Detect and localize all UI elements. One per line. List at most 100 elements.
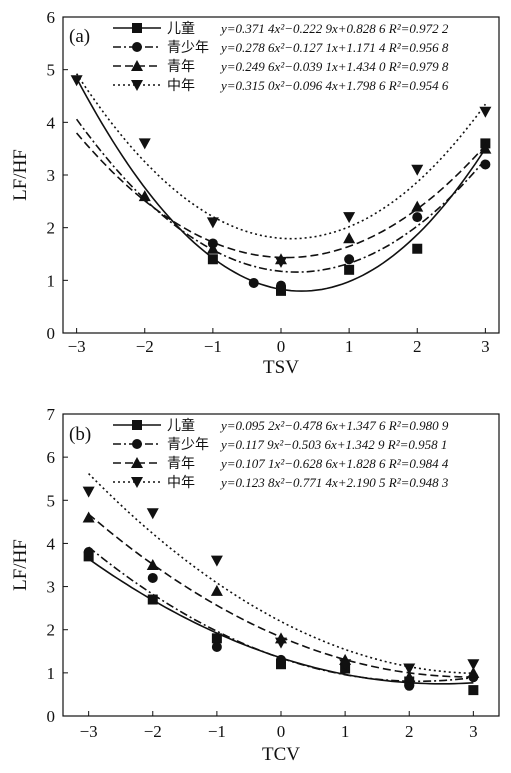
y-tick-label: 4 (47, 113, 56, 132)
y-tick-label: 0 (47, 324, 56, 343)
x-tick-label: 1 (341, 722, 350, 741)
y-tick-label: 6 (47, 448, 56, 467)
data-point-triangle-down (467, 659, 480, 671)
legend-series-name: 中年 (167, 475, 195, 491)
legend-marker-square (132, 23, 142, 33)
y-tick-label: 0 (47, 707, 56, 726)
data-point-triangle-up (138, 190, 151, 202)
data-point-circle (276, 280, 286, 291)
x-tick-label: 1 (345, 337, 354, 356)
legend-marker-triangle-up (131, 60, 143, 71)
data-point-triangle-down (411, 164, 424, 176)
data-point-square (276, 285, 286, 296)
y-tick-label: 6 (47, 8, 56, 27)
x-tick-label: 0 (277, 337, 286, 356)
x-axis-label: TSV (263, 357, 299, 378)
data-point-triangle-down (146, 508, 159, 520)
legend-series-name: 青年 (167, 59, 195, 75)
x-axis-label: TCV (262, 744, 300, 765)
legend-equation: y=0.123 8x²−0.771 4x+2.190 5 R²=0.948 3 (219, 475, 449, 490)
legend-marker-circle (132, 439, 142, 449)
legend-marker-circle (132, 42, 142, 52)
legend-equation: y=0.107 1x²−0.628 6x+1.828 6 R²=0.984 4 (219, 456, 449, 471)
fit-curve-2 (75, 118, 487, 273)
data-point-square (147, 594, 158, 605)
y-tick-label: 5 (47, 491, 56, 510)
legend-equation: y=0.278 6x²−0.127 1x+1.171 4 R²=0.956 8 (219, 40, 449, 55)
data-point-square (412, 243, 423, 254)
data-point-triangle-up (82, 511, 95, 523)
y-tick-label: 3 (47, 578, 56, 597)
legend-equation: y=0.371 4x²−0.222 9x+0.828 6 R²=0.972 2 (219, 21, 449, 36)
data-point-triangle-down (479, 106, 492, 118)
data-point-square (468, 685, 479, 696)
data-point-triangle-down (275, 637, 287, 649)
data-point-triangle-up (343, 232, 356, 244)
y-tick-label: 4 (47, 534, 56, 553)
x-tick-label: −1 (204, 337, 222, 356)
x-tick-label: 2 (413, 337, 422, 356)
legend-series-name: 儿童 (167, 417, 195, 434)
data-point-square (207, 254, 218, 265)
data-point-triangle-down (275, 256, 287, 268)
data-point-triangle-down (403, 663, 416, 675)
data-point-triangle-up (403, 671, 416, 683)
data-point-triangle-up (206, 242, 219, 254)
legend-marker-triangle-down (131, 80, 143, 91)
chart-panel-a: −3 −2 −1 0 1 2 3 0 1 2 3 4 5 6 TSV LF/HF (a) 儿童 y=0.371 4x… (10, 8, 500, 378)
y-tick-label: 3 (47, 166, 56, 185)
legend-series-name: 中年 (167, 78, 195, 94)
data-point-triangle-up (411, 200, 424, 212)
x-tick-label: 2 (405, 722, 414, 741)
data-point-circle (480, 159, 491, 170)
y-axis-label: LF/HF (10, 539, 31, 591)
x-tick-label: −1 (208, 722, 226, 741)
data-point-triangle-down (339, 659, 352, 671)
data-point-square (211, 633, 222, 644)
legend-marker-triangle-up (131, 457, 143, 468)
data-point-circle (404, 680, 415, 691)
legend-series-name: 青年 (167, 456, 195, 472)
x-tick-label: 0 (277, 722, 286, 741)
data-point-triangle-down (82, 486, 95, 498)
x-tick-label: −3 (80, 722, 98, 741)
data-point-triangle-down (343, 212, 356, 224)
data-point-triangle-down (206, 217, 219, 229)
y-tick-label: 1 (47, 664, 56, 683)
data-point-circle (276, 654, 286, 665)
y-tick-label: 2 (47, 621, 56, 640)
data-point-triangle-down (138, 138, 151, 150)
chart-panel-b: −3 −2 −1 0 1 2 3 0 1 2 3 4 5 6 7 TCV LF/HF (b) 儿童 y=0.095 2… (10, 405, 500, 765)
y-tick-label: 1 (47, 271, 56, 290)
y-axis-label: LF/HF (10, 149, 31, 201)
legend-equation: y=0.315 0x²−0.096 4x+1.798 6 R²=0.954 6 (219, 78, 449, 93)
data-point-triangle-down (70, 75, 83, 87)
fit-curve-4 (75, 73, 487, 240)
data-point-triangle-up (146, 559, 159, 570)
y-tick-label: 5 (47, 61, 56, 80)
x-tick-label: 3 (469, 722, 478, 741)
data-point-circle (248, 277, 259, 288)
data-point-triangle-down (210, 555, 223, 567)
panel-label: (b) (69, 424, 91, 445)
legend-series-name: 青少年 (167, 40, 209, 56)
data-point-square (344, 264, 355, 275)
data-point-circle (83, 547, 94, 558)
data-point-circle (211, 641, 222, 652)
data-point-triangle-up (467, 666, 480, 678)
data-point-triangle-up (479, 142, 492, 154)
x-tick-label: −2 (136, 337, 154, 356)
legend-marker-square (132, 420, 142, 430)
x-tick-label: 3 (481, 337, 490, 356)
x-tick-label: −2 (144, 722, 162, 741)
legend-series-name: 儿童 (167, 20, 195, 37)
y-tick-label: 7 (47, 405, 56, 424)
legend-equation: y=0.117 9x²−0.503 6x+1.342 9 R²=0.958 1 (219, 437, 447, 452)
legend-marker-triangle-down (131, 477, 143, 488)
panel-label: (a) (69, 26, 90, 47)
data-point-circle (344, 254, 355, 265)
x-tick-label: −3 (68, 337, 86, 356)
legend-equation: y=0.249 6x²−0.039 1x+1.434 0 R²=0.979 8 (219, 59, 449, 74)
